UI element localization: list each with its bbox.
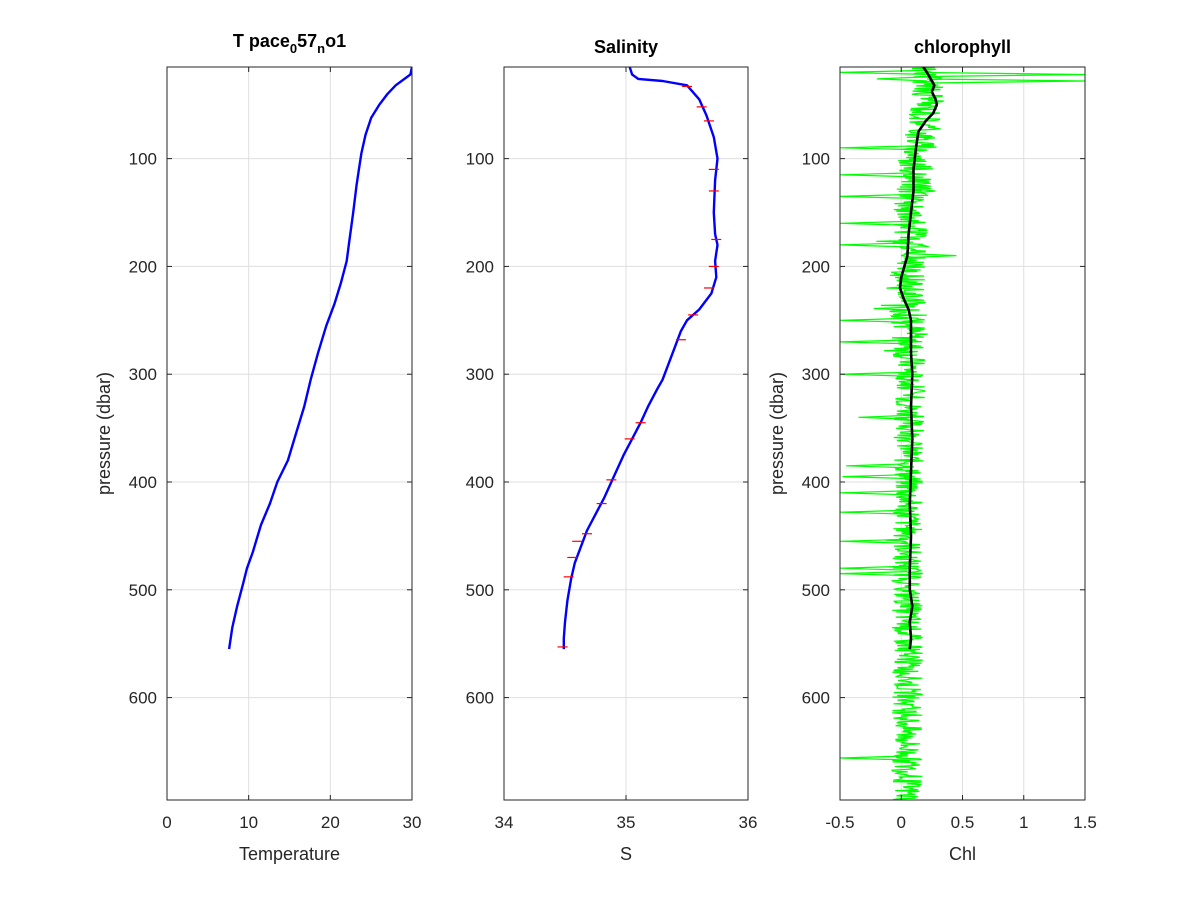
x-tick-label: 10: [239, 813, 258, 832]
salinity-panel: 34 35 36 100 200 300 400 500 600 S Salinity: [466, 37, 758, 864]
y-axis-label: pressure (dbar): [767, 372, 787, 495]
y-tick-label: 500: [466, 581, 494, 600]
plot-data: [557, 67, 722, 650]
y-tick-label: 400: [802, 473, 830, 492]
y-tick-label: 500: [802, 581, 830, 600]
title-part: o1: [325, 31, 346, 51]
chl-spike: [840, 371, 910, 377]
x-axis-label: Temperature: [239, 844, 340, 864]
y-tick-label: 400: [466, 473, 494, 492]
y-tick-label: 600: [802, 689, 830, 708]
chlorophyll-panel: -0.5 0 0.5 1 1.5 100 200 300 400 500 600 Chl pressur…: [767, 37, 1097, 864]
plot-data: [227, 67, 412, 650]
chl-spike: [840, 69, 927, 75]
chl-spike: [840, 193, 913, 199]
x-axis-label: Chl: [949, 844, 976, 864]
chl-spike: [912, 188, 936, 194]
axes-box: [166, 66, 413, 801]
x-tick-label: 34: [495, 813, 514, 832]
temperature-line: [227, 67, 412, 650]
y-tick-label: 100: [466, 150, 494, 169]
x-tick-label: 36: [739, 813, 758, 832]
chl-smoothed-line: [898, 67, 939, 650]
chart-title: Salinity: [594, 37, 658, 57]
title-part: 0: [290, 41, 297, 56]
chl-spike: [840, 220, 911, 226]
chl-spike: [840, 339, 910, 345]
chl-spike: [840, 145, 920, 151]
y-tick-label: 100: [802, 150, 830, 169]
title-part: n: [317, 41, 325, 56]
temperature-panel: 0 10 20 30 100 200 300 400 500 600 Temperature pres…: [94, 31, 421, 864]
chl-spike: [840, 755, 908, 761]
y-axis-label: pressure (dbar): [94, 372, 114, 495]
chl-spike: [840, 242, 909, 248]
y-tick-label: 600: [466, 689, 494, 708]
chart-title: T pace057no1: [233, 31, 346, 56]
chl-spike: [842, 474, 909, 480]
chl-spike: [840, 565, 908, 571]
chl-spike: [846, 463, 909, 469]
y-tick-label: 200: [466, 257, 494, 276]
x-axis-label: S: [620, 844, 632, 864]
x-tick-label: 30: [403, 813, 422, 832]
chl-spike: [926, 71, 1085, 78]
chl-spike: [840, 490, 909, 496]
y-tick-label: 500: [129, 581, 157, 600]
chl-raw-trace: [873, 67, 945, 800]
title-part: T pace: [233, 31, 290, 51]
y-tick-label: 600: [129, 689, 157, 708]
title-part: 57: [297, 31, 317, 51]
chl-spike: [840, 317, 909, 323]
y-tick-label: 200: [802, 257, 830, 276]
y-tick-label: 300: [802, 365, 830, 384]
chl-spike: [840, 509, 909, 515]
y-tick-label: 300: [129, 365, 157, 384]
chl-spike: [840, 172, 915, 178]
x-tick-label: 20: [321, 813, 340, 832]
x-tick-label: 1.5: [1073, 813, 1097, 832]
x-tick-label: -0.5: [825, 813, 854, 832]
x-tick-label: 0: [162, 813, 171, 832]
chl-spike: [876, 76, 927, 82]
chl-spike: [840, 571, 908, 577]
x-tick-label: 0.5: [951, 813, 975, 832]
chart-title: chlorophyll: [914, 37, 1011, 57]
y-tick-label: 100: [129, 150, 157, 169]
chl-spike: [858, 414, 910, 420]
x-tick-label: 1: [1019, 813, 1028, 832]
y-tick-label: 200: [129, 257, 157, 276]
y-tick-label: 300: [466, 365, 494, 384]
chl-spike: [908, 253, 957, 259]
x-tick-label: 0: [897, 813, 906, 832]
x-tick-label: 35: [617, 813, 636, 832]
chl-spike: [926, 78, 1085, 84]
chl-spike: [840, 538, 908, 544]
plot-data: [840, 67, 1085, 800]
y-tick-label: 400: [129, 473, 157, 492]
